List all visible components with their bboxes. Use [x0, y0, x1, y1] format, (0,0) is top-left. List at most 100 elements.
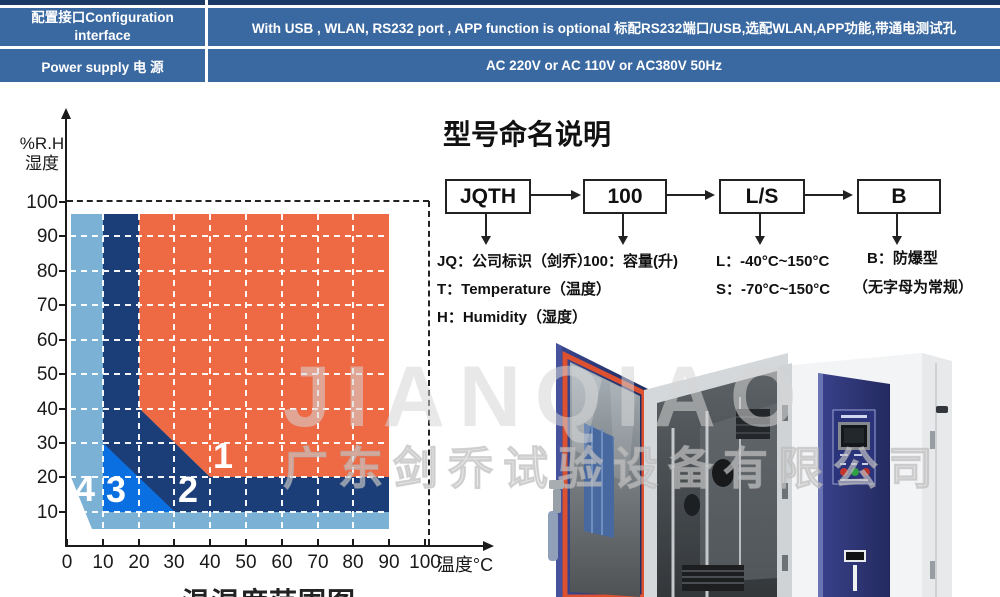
y-tick-label: 40	[36, 399, 58, 420]
x-tick-label: 0	[61, 552, 73, 573]
region-label-4: 4	[75, 468, 96, 509]
x-tick	[138, 539, 140, 546]
y-tick-label: 30	[36, 433, 58, 454]
table-row2-label: Power supply 电 源	[41, 59, 164, 75]
cable-port-hole	[684, 494, 700, 516]
control-cabinet	[792, 353, 952, 597]
x-tick	[317, 539, 319, 546]
side-hinge	[930, 431, 935, 449]
table-row1-value: With USB , WLAN, RS232 port , APP functi…	[251, 21, 957, 36]
table-row2-value-cell: AC 220V or AC 110V or AC380V 50Hz	[208, 49, 1000, 82]
naming-box-b: B	[857, 179, 941, 214]
arrow-line	[805, 194, 845, 196]
x-tick-label: 90	[378, 552, 400, 573]
cable-port-hole	[712, 459, 734, 487]
x-tick-label: 80	[342, 552, 364, 573]
y-tick	[59, 476, 66, 478]
y-axis-line	[65, 118, 67, 547]
door-hinge	[782, 405, 788, 421]
x-axis-line	[65, 545, 485, 547]
note-h: H：Humidity（湿度）	[437, 309, 588, 326]
x-tick	[102, 539, 104, 546]
region-label-3: 3	[106, 469, 127, 510]
arrow-right-icon	[705, 190, 715, 200]
door-gasket	[562, 351, 647, 597]
door-hinge	[782, 483, 788, 499]
connector-line	[759, 212, 761, 236]
arrow-line	[531, 194, 573, 196]
y-tick	[59, 511, 66, 513]
y-tick-label: 10	[36, 502, 58, 523]
stop-button	[840, 468, 848, 476]
x-tick	[245, 539, 247, 546]
door-hinge	[782, 555, 788, 571]
chart-caption: 温湿度范围图	[182, 581, 356, 597]
x-tick	[388, 539, 390, 546]
dashed-boundary-vertical	[428, 201, 430, 545]
y-axis-title: %R.H 湿度	[16, 134, 68, 175]
y-tick	[59, 304, 66, 306]
note-l: L：-40°C~150°C	[716, 253, 830, 270]
x-tick	[173, 539, 175, 546]
naming-box-jqth: JQTH	[445, 179, 531, 214]
y-tick-label: 80	[36, 261, 58, 282]
chamber-door	[556, 343, 650, 597]
door-latch	[548, 480, 564, 561]
y-tick	[59, 373, 66, 375]
start-button	[851, 468, 859, 476]
product-photo	[540, 333, 1000, 597]
arrow-right-icon	[571, 190, 581, 200]
y-tick	[59, 235, 66, 237]
arrow-down-icon	[618, 236, 628, 245]
side-hinge	[930, 561, 935, 579]
y-tick	[59, 270, 66, 272]
naming-box-100: 100	[583, 179, 667, 214]
note-t: T：Temperature（温度）	[437, 281, 611, 298]
naming-box-ls: L/S	[719, 179, 805, 214]
x-tick-label: 10	[92, 552, 114, 573]
note-b2: （无字母为常规）	[853, 279, 974, 296]
y-tick-label: 90	[36, 226, 58, 247]
y-tick	[59, 442, 66, 444]
x-tick-label: 100	[409, 552, 441, 573]
arrow-line	[667, 194, 707, 196]
x-tick-label: 40	[199, 552, 221, 573]
naming-title: 型号命名说明	[443, 119, 612, 150]
table-top-border-right	[208, 0, 1000, 5]
note-s: S：-70°C~150°C	[716, 281, 831, 298]
power-button	[862, 468, 870, 476]
y-tick	[59, 339, 66, 341]
x-tick-label: 50	[235, 552, 257, 573]
x-tick-label: 30	[163, 552, 185, 573]
table-row1-value-cell: With USB , WLAN, RS232 port , APP functi…	[208, 8, 1000, 46]
arrow-down-icon	[892, 236, 902, 245]
y-tick-label: 50	[36, 364, 58, 385]
table-row2-value: AC 220V or AC 110V or AC380V 50Hz	[485, 58, 723, 73]
x-axis-title: 温度°C	[436, 555, 494, 575]
region-label-1: 1	[213, 435, 234, 476]
y-tick-label: 100	[26, 192, 58, 213]
note-jq: JQ：公司标识（剑乔）	[437, 253, 593, 270]
y-tick	[59, 408, 66, 410]
x-tick	[209, 539, 211, 546]
arrow-down-icon	[755, 236, 765, 245]
table-top-border-left	[0, 0, 205, 5]
x-tick	[424, 539, 426, 546]
x-tick	[281, 539, 283, 546]
cabinet-handle	[844, 550, 866, 562]
table-row1-label: 配置接口Configuration interface	[31, 9, 174, 43]
x-tick	[352, 539, 354, 546]
dashed-boundary-horizontal	[67, 200, 429, 202]
arrow-down-icon	[481, 236, 491, 245]
arrow-right-icon	[843, 190, 853, 200]
y-tick-label: 70	[36, 295, 58, 316]
y-tick	[59, 201, 66, 203]
x-tick-label: 60	[271, 552, 293, 573]
note-cap: 100：容量(升)	[583, 253, 679, 270]
y-tick-label: 60	[36, 330, 58, 351]
y-axis-title-line1: %R.H	[19, 134, 65, 153]
note-b: B：防爆型	[867, 250, 938, 267]
connector-line	[622, 212, 624, 236]
